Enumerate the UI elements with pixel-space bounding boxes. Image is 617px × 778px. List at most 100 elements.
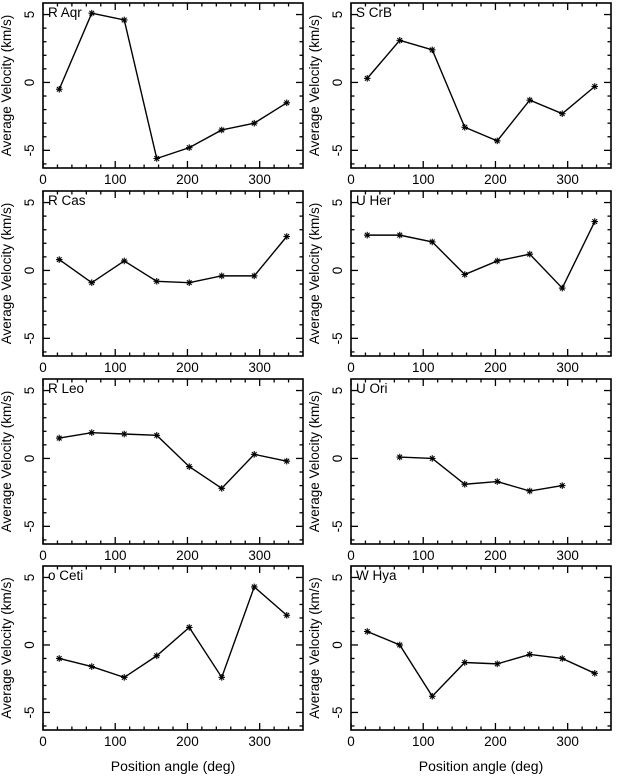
panel-u-ori: 0 100 200 300 -5 0 5 U Ori Average Velocity (km/… bbox=[308, 376, 617, 564]
x-tick-label: 300 bbox=[556, 172, 579, 187]
plot-frame bbox=[42, 378, 304, 545]
plot-svg: 0 100 200 300 -5 0 5 o Ceti Average Velocity (km… bbox=[0, 565, 304, 774]
x-tick-label: 200 bbox=[176, 172, 199, 187]
marker-stroke bbox=[364, 75, 370, 82]
plot-frame bbox=[350, 2, 612, 169]
marker-stroke bbox=[251, 584, 257, 590]
plot-frame bbox=[350, 190, 612, 357]
marker-stroke bbox=[121, 431, 127, 437]
marker-stroke bbox=[397, 37, 403, 44]
marker-stroke bbox=[121, 17, 127, 23]
data-line bbox=[399, 456, 563, 492]
marker-stroke bbox=[494, 258, 500, 264]
marker-stroke bbox=[559, 655, 565, 662]
data-marker-asterisk bbox=[250, 119, 258, 127]
x-tick-label: 300 bbox=[556, 548, 579, 563]
data-marker-asterisk bbox=[493, 257, 501, 265]
x-tick-label: 0 bbox=[347, 360, 355, 375]
marker-stroke bbox=[219, 127, 225, 133]
marker-stroke bbox=[284, 100, 290, 106]
x-tick-label: 100 bbox=[412, 360, 435, 375]
data-line bbox=[59, 431, 287, 490]
panel-title: S CrB bbox=[356, 5, 392, 20]
y-tick-label: 5 bbox=[22, 574, 37, 582]
data-marker-asterisk bbox=[461, 480, 469, 488]
panel-u-her: 0 100 200 300 -5 0 5 U Her Average Velocity (km/… bbox=[308, 188, 617, 376]
data-marker-asterisk bbox=[526, 96, 534, 104]
y-tick-label: 0 bbox=[330, 79, 345, 87]
marker-stroke bbox=[397, 454, 403, 460]
data-marker-asterisk bbox=[283, 611, 291, 619]
data-marker-asterisk bbox=[526, 487, 534, 495]
data-marker-asterisk bbox=[396, 453, 404, 461]
y-axis-label: Average Velocity (km/s) bbox=[308, 577, 322, 719]
y-axis-label: Average Velocity (km/s) bbox=[308, 15, 322, 157]
plot-svg: 0 100 200 300 -5 0 5 R Cas Average Velocity (km/… bbox=[0, 190, 304, 375]
marker-stroke bbox=[56, 86, 62, 92]
data-marker-asterisk bbox=[363, 231, 371, 239]
x-tick-label: 200 bbox=[176, 734, 199, 749]
data-marker-asterisk bbox=[218, 485, 226, 492]
y-tick-label: 5 bbox=[330, 574, 345, 582]
marker-stroke bbox=[121, 258, 127, 264]
panel-title: o Ceti bbox=[48, 568, 83, 583]
y-tick-label: -5 bbox=[22, 706, 37, 718]
marker-stroke bbox=[89, 663, 95, 670]
y-tick-label: -5 bbox=[330, 144, 345, 156]
data-line bbox=[58, 12, 288, 160]
data-marker-asterisk bbox=[120, 674, 128, 681]
data-marker-asterisk bbox=[153, 652, 161, 660]
data-marker-asterisk bbox=[558, 655, 566, 662]
marker-stroke bbox=[284, 233, 290, 240]
plot-svg: 0 100 200 300 -5 0 5 U Her Average Velocity (km/… bbox=[308, 190, 612, 375]
y-tick-label: 0 bbox=[22, 455, 37, 463]
marker-stroke bbox=[89, 429, 95, 436]
marker-stroke bbox=[527, 97, 533, 103]
plot-frame bbox=[42, 2, 304, 169]
y-tick-label: 5 bbox=[22, 199, 37, 207]
data-marker-asterisk bbox=[283, 99, 291, 107]
data-marker-asterisk bbox=[558, 482, 566, 489]
y-axis-label: Average Velocity (km/s) bbox=[308, 203, 322, 345]
data-marker-asterisk bbox=[55, 434, 63, 442]
data-line bbox=[366, 630, 596, 698]
marker-stroke bbox=[429, 455, 435, 462]
marker-stroke bbox=[251, 273, 257, 279]
marker-stroke bbox=[154, 278, 160, 285]
data-marker-asterisk bbox=[591, 670, 599, 677]
marker-stroke bbox=[56, 435, 62, 441]
y-axis-label: Average Velocity (km/s) bbox=[0, 15, 14, 157]
marker-stroke bbox=[397, 642, 403, 648]
y-tick-label: -5 bbox=[22, 144, 37, 156]
marker-stroke bbox=[186, 144, 192, 151]
data-marker-asterisk bbox=[250, 451, 258, 458]
plot-svg: 0 100 200 300 -5 0 5 W Hya Average Velocity (km/… bbox=[308, 565, 612, 774]
x-tick-label: 200 bbox=[484, 734, 507, 749]
marker-stroke bbox=[154, 653, 160, 659]
marker-stroke bbox=[429, 239, 435, 245]
data-marker-asterisk bbox=[363, 75, 371, 82]
x-tick-label: 0 bbox=[39, 548, 47, 563]
data-marker-asterisk bbox=[218, 126, 226, 134]
marker-stroke bbox=[219, 485, 225, 492]
marker-stroke bbox=[527, 251, 533, 257]
marker-stroke bbox=[219, 273, 225, 279]
data-marker-asterisk bbox=[428, 692, 436, 700]
data-marker-asterisk bbox=[558, 284, 566, 292]
data-line bbox=[366, 39, 596, 142]
y-axis-label: Average Velocity (km/s) bbox=[0, 577, 14, 719]
x-tick-label: 200 bbox=[176, 548, 199, 563]
marker-stroke bbox=[527, 651, 533, 658]
plot-svg: 0 100 200 300 -5 0 5 R Leo Average Velocity (km/… bbox=[0, 378, 304, 563]
panel-title: R Aqr bbox=[48, 5, 82, 20]
marker-stroke bbox=[462, 271, 468, 278]
panel-title: R Cas bbox=[48, 193, 86, 208]
x-tick-label: 100 bbox=[412, 548, 435, 563]
data-marker-asterisk bbox=[250, 583, 258, 591]
plot-frame bbox=[350, 565, 612, 731]
marker-stroke bbox=[592, 83, 598, 90]
marker-stroke bbox=[186, 279, 192, 286]
data-marker-asterisk bbox=[250, 272, 258, 280]
data-marker-asterisk bbox=[396, 37, 404, 44]
